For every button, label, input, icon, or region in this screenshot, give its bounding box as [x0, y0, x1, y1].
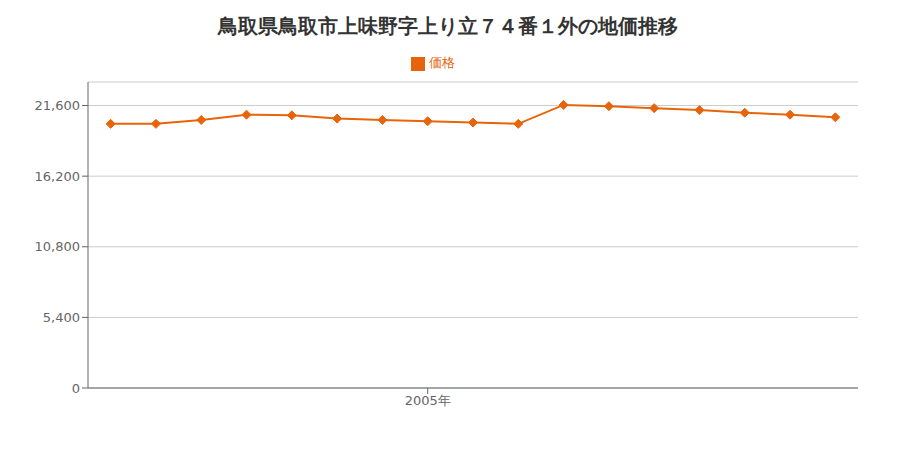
svg-text:21,600: 21,600 — [35, 98, 81, 113]
svg-text:0: 0 — [72, 381, 80, 396]
html-text:鳥取県鳥取市上味野字上り立７４番１外の地価推移: 鳥取県鳥取市上味野字上り立７４番１外の地価推移 — [218, 14, 678, 38]
svg-text:5,400: 5,400 — [43, 310, 80, 325]
svg-text:16,200: 16,200 — [35, 169, 81, 184]
svg-text:2005年: 2005年 — [405, 393, 451, 408]
svg-text:10,800: 10,800 — [35, 239, 81, 254]
html-text:価格: 価格 — [429, 55, 455, 70]
